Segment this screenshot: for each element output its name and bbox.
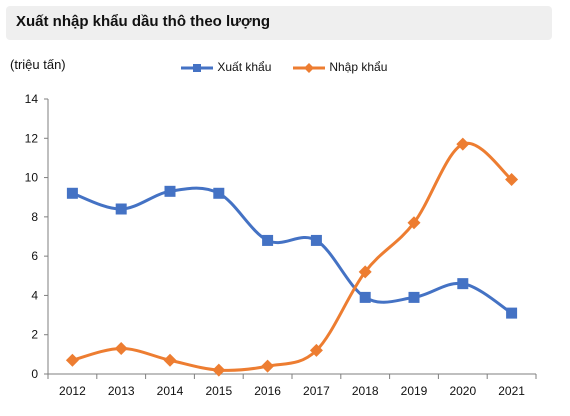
data-point-export bbox=[164, 185, 176, 197]
data-point-import bbox=[65, 353, 79, 367]
series-line-0 bbox=[71, 186, 513, 315]
y-tick-label: 2 bbox=[31, 328, 38, 342]
y-tick-label: 14 bbox=[25, 92, 39, 106]
data-point-export bbox=[115, 203, 127, 215]
legend-export-label: Xuất khẩu bbox=[217, 60, 272, 74]
y-tick-label: 12 bbox=[25, 131, 39, 145]
x-tick-label: 2012 bbox=[59, 384, 86, 398]
data-point-export bbox=[506, 307, 518, 319]
y-tick-label: 6 bbox=[31, 249, 38, 263]
data-point-import bbox=[163, 353, 177, 367]
legend-import-marker bbox=[293, 62, 325, 73]
data-point-import bbox=[358, 265, 372, 279]
chart-title-bar: Xuất nhập khẩu dầu thô theo lượng bbox=[6, 6, 552, 40]
data-point-import bbox=[456, 137, 470, 151]
data-point-export bbox=[213, 187, 225, 199]
data-point-export bbox=[262, 234, 274, 246]
data-point-import bbox=[114, 341, 128, 355]
legend-import-label: Nhập khẩu bbox=[329, 60, 388, 74]
data-point-import bbox=[261, 359, 275, 373]
x-tick-label: 2016 bbox=[254, 384, 281, 398]
x-tick-label: 2015 bbox=[205, 384, 232, 398]
x-tick-label: 2013 bbox=[108, 384, 135, 398]
data-point-import bbox=[212, 363, 226, 377]
x-tick-label: 2019 bbox=[401, 384, 428, 398]
x-tick-label: 2021 bbox=[498, 384, 525, 398]
legend-export-marker bbox=[181, 63, 213, 72]
series-line-1 bbox=[72, 141, 513, 372]
data-point-import bbox=[407, 216, 421, 230]
x-tick-label: 2018 bbox=[352, 384, 379, 398]
x-tick-label: 2017 bbox=[303, 384, 330, 398]
data-point-export bbox=[66, 187, 78, 199]
data-point-export bbox=[457, 278, 469, 290]
data-point-import bbox=[505, 173, 519, 187]
legend-item-export: Xuất khẩu bbox=[180, 60, 271, 75]
y-tick-label: 0 bbox=[31, 367, 38, 381]
data-point-import bbox=[309, 343, 323, 357]
data-point-export bbox=[310, 234, 322, 246]
y-axis-label: (triệu tấn) bbox=[10, 57, 66, 72]
y-tick-label: 4 bbox=[31, 288, 38, 302]
x-tick-label: 2020 bbox=[449, 384, 476, 398]
y-tick-label: 8 bbox=[31, 210, 38, 224]
chart-title: Xuất nhập khẩu dầu thô theo lượng bbox=[16, 13, 271, 30]
data-point-export bbox=[359, 291, 371, 303]
legend-item-import: Nhập khẩu bbox=[292, 60, 387, 75]
data-point-export bbox=[408, 291, 420, 303]
y-tick-label: 10 bbox=[25, 171, 39, 185]
x-tick-label: 2014 bbox=[157, 384, 184, 398]
